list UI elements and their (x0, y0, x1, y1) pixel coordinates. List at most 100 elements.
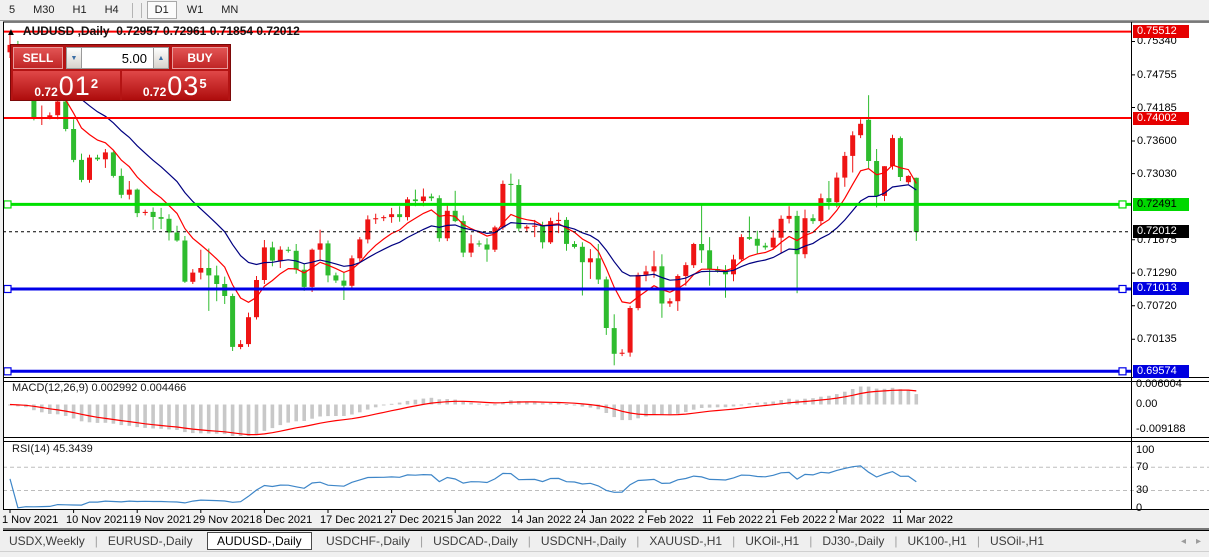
buy-price-pips: 03 (167, 71, 200, 101)
x-axis-label: 2 Feb 2022 (638, 514, 694, 526)
price-badge: 0.69574 (1133, 365, 1189, 378)
ma-slow-line (9, 44, 917, 281)
chart-tab-usdx[interactable]: USDX,Weekly (9, 534, 85, 548)
x-axis-label: 21 Feb 2022 (765, 514, 827, 526)
macd-values: 0.002992 0.004466 (91, 382, 187, 394)
x-axis-label: 2 Mar 2022 (829, 514, 885, 526)
rsi-indicator-label: RSI(14) 45.3439 (12, 443, 93, 455)
macd-indicator-label: MACD(12,26,9) 0.002992 0.004466 (12, 382, 186, 394)
tab-scroll-left-icon[interactable]: ◂ (1180, 535, 1186, 547)
pane-borders (3, 21, 1209, 531)
tab-divider: | (809, 534, 813, 548)
one-click-trade-panel: SELL ▼ 5.00 ▲ BUY 0.72 01 2 0.72 03 5 (10, 44, 231, 101)
price-axis-tick: 0.71290 (1137, 267, 1177, 279)
rsi-scale-label: 30 (1136, 484, 1149, 496)
x-axis-label: 27 Dec 2021 (384, 514, 447, 526)
rsi-value: 45.3439 (52, 443, 93, 455)
chart-background (3, 22, 1209, 509)
x-axis-label: 11 Feb 2022 (702, 514, 763, 526)
buy-button[interactable]: BUY (172, 47, 228, 69)
timeframe-button-w1[interactable]: W1 (186, 4, 204, 16)
chart-tab-bar: USDX,Weekly | EURUSD-,Daily AUDUSD-,Daily … (0, 531, 1209, 551)
chart-ohlc-values: 0.72957 0.72961 0.71854 0.72012 (116, 24, 300, 38)
chart-title: AUDUSD ,Daily (22, 24, 110, 38)
sell-price-point: 2 (90, 76, 99, 91)
tab-divider: | (94, 534, 98, 548)
macd-scale-label: 0.006004 (1136, 378, 1182, 390)
sell-price-prefix: 0.72 (34, 85, 58, 99)
timeframe-button-mn[interactable]: MN (221, 4, 239, 16)
chevron-down-icon: ▼ (70, 54, 78, 62)
chart-tab-usoil[interactable]: USOil-,H1 (989, 534, 1044, 548)
price-axis-tick: 0.74185 (1137, 102, 1177, 114)
volume-input[interactable]: 5.00 (82, 47, 153, 69)
rsi-scale-label: 70 (1136, 461, 1149, 473)
x-axis-label: 8 Dec 2021 (256, 514, 313, 526)
price-badge: 0.72491 (1133, 198, 1189, 211)
chart-tab-audusd[interactable]: AUDUSD-,Daily (206, 532, 312, 550)
price-axis-tick: 0.74755 (1137, 69, 1177, 81)
macd-scale-label: -0.009188 (1136, 423, 1186, 435)
x-axis-label: 11 Mar 2022 (892, 514, 953, 526)
rsi-name: RSI(14) (12, 443, 50, 455)
macd-layer (8, 386, 919, 436)
tab-divider: | (732, 534, 736, 548)
buy-price-prefix: 0.72 (142, 85, 167, 99)
price-badge: 0.71013 (1133, 282, 1189, 295)
x-axis-label: 24 Jan 2022 (574, 514, 635, 526)
toolbar-separator (131, 2, 133, 18)
tab-scrollers: ◂ ▸ (1181, 536, 1201, 547)
timeframe-button-m30[interactable]: M30 (33, 4, 55, 16)
chart-tab-ukoil[interactable]: UKOil-,H1 (745, 534, 800, 548)
chart-tab-eurusd[interactable]: EURUSD-,Daily (107, 534, 193, 548)
price-badge: 0.75512 (1133, 25, 1189, 38)
price-axis-tick: 0.70720 (1137, 300, 1177, 312)
status-strip (0, 551, 1209, 557)
x-axis-label: 1 Nov 2021 (2, 514, 59, 526)
toolbar-separator (140, 2, 142, 18)
volume-increase-button[interactable]: ▲ (153, 47, 169, 69)
chart-title-row: ▲ AUDUSD ,Daily 0.72957 0.72961 0.71854 0… (6, 24, 300, 38)
chart-tab-uk100[interactable]: UK100-,H1 (907, 534, 967, 548)
price-axis-tick: 0.75340 (1137, 35, 1177, 47)
x-axis-label: 29 Nov 2021 (193, 514, 256, 526)
chevron-up-icon: ▲ (157, 54, 165, 62)
chart-tab-usdcad[interactable]: USDCAD-,Daily (433, 534, 518, 548)
chart-tab-usdcnh[interactable]: USDCNH-,Daily (540, 534, 627, 548)
tab-divider: | (976, 534, 980, 548)
x-axis-label: 5 Jan 2022 (447, 514, 502, 526)
sell-button[interactable]: SELL (13, 47, 63, 69)
timeframe-button-h4[interactable]: H4 (104, 4, 119, 16)
ma-fast-line (9, 44, 917, 304)
buy-price-point: 5 (199, 76, 207, 91)
price-badge: 0.74002 (1133, 112, 1189, 125)
rsi-scale-label: 0 (1136, 502, 1143, 514)
tab-scroll-right-icon[interactable]: ▸ (1195, 535, 1201, 547)
timeframe-button-h1[interactable]: H1 (72, 4, 87, 16)
tab-divider: | (527, 534, 531, 548)
sell-price-display[interactable]: 0.72 01 2 (13, 71, 120, 100)
tab-divider: | (419, 534, 424, 548)
buy-price-display[interactable]: 0.72 03 5 (121, 71, 228, 101)
macd-scale-label: 0.00 (1136, 398, 1158, 410)
rsi-scale-label: 100 (1136, 444, 1155, 456)
chart-tab-usdchf[interactable]: USDCHF-,Daily (325, 534, 410, 548)
tab-divider: | (894, 534, 898, 548)
axis-ticks (9, 41, 1135, 513)
symbol-marker-icon: ▲ (6, 27, 16, 38)
tab-divider: | (636, 534, 640, 548)
chart-tab-xauusd[interactable]: XAUUSD-,H1 (649, 534, 723, 548)
macd-name: MACD(12,26,9) (12, 382, 89, 394)
volume-decrease-button[interactable]: ▼ (66, 47, 82, 69)
x-axis-label: 14 Jan 2022 (511, 514, 572, 526)
timeframe-button-5[interactable]: 5 (9, 4, 16, 16)
price-axis-tick: 0.70135 (1137, 333, 1177, 345)
price-axis-tick: 0.73030 (1137, 168, 1177, 180)
timeframe-toolbar: 5 M30 H1 H4 D1 W1 MN (0, 0, 1209, 21)
timeframe-button-d1[interactable]: D1 (146, 1, 177, 19)
chart-tab-dj30[interactable]: DJ30-,Daily (822, 534, 885, 548)
price-badge: 0.72012 (1133, 225, 1189, 238)
sell-price-pips: 01 (58, 71, 91, 101)
x-axis-label: 10 Nov 2021 (66, 514, 129, 526)
